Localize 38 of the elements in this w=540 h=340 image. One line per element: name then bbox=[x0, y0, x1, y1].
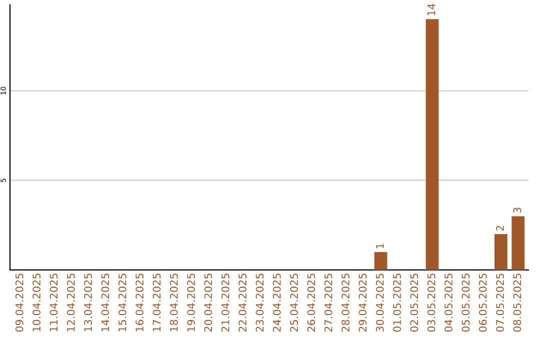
x-tick-label: 15.04.2025 bbox=[118, 274, 126, 332]
data-label: 14 bbox=[428, 4, 436, 16]
x-tick-label: 14.04.2025 bbox=[101, 274, 110, 332]
x-tick-label: 13.04.2025 bbox=[84, 274, 92, 332]
data-label: 3 bbox=[513, 208, 522, 213]
x-tick-label: 25.04.2025 bbox=[290, 274, 298, 332]
x-tick-label: 22.04.2025 bbox=[238, 274, 246, 332]
x-tick-label: 23.04.2025 bbox=[256, 274, 264, 332]
x-tick-label: 29.04.2025 bbox=[358, 274, 367, 332]
x-tick-label: 01.05.2025 bbox=[393, 274, 401, 332]
x-tick-label: 05.05.2025 bbox=[462, 274, 470, 332]
x-tick-label: 17.04.2025 bbox=[152, 274, 161, 332]
x-tick-label: 26.04.2025 bbox=[307, 274, 316, 332]
x-tick-label: 20.04.2025 bbox=[204, 274, 212, 332]
x-tick-label: 16.04.2025 bbox=[136, 274, 144, 332]
data-label: 1 bbox=[376, 244, 384, 248]
x-tick-label: 21.04.2025 bbox=[221, 274, 230, 332]
x-tick-label: 18.04.2025 bbox=[170, 274, 178, 332]
x-tick-label: 03.05.2025 bbox=[427, 274, 436, 332]
x-tick-label: 19.04.2025 bbox=[187, 274, 195, 332]
bar bbox=[512, 216, 525, 270]
x-tick-label: 02.05.2025 bbox=[410, 274, 418, 332]
x-tick-label: 28.04.2025 bbox=[342, 274, 350, 332]
x-tick-label: 27.04.2025 bbox=[324, 274, 332, 332]
bar bbox=[374, 252, 388, 270]
bar bbox=[426, 19, 439, 270]
bar bbox=[494, 234, 508, 270]
x-tick-label: 04.05.2025 bbox=[444, 274, 452, 332]
x-tick-label: 06.05.2025 bbox=[478, 274, 487, 332]
x-tick-label: 10.04.2025 bbox=[32, 274, 40, 332]
x-tick-label: 30.04.2025 bbox=[376, 274, 384, 332]
x-tick-label: 09.04.2025 bbox=[15, 274, 24, 332]
x-tick-label: 07.05.2025 bbox=[496, 274, 504, 332]
x-tick-label: 08.05.2025 bbox=[513, 274, 522, 332]
data-label: 2 bbox=[496, 226, 504, 231]
x-tick-label: 11.04.2025 bbox=[50, 274, 58, 332]
x-tick-label: 12.04.2025 bbox=[66, 274, 75, 332]
x-tick-label: 24.04.2025 bbox=[272, 274, 281, 332]
